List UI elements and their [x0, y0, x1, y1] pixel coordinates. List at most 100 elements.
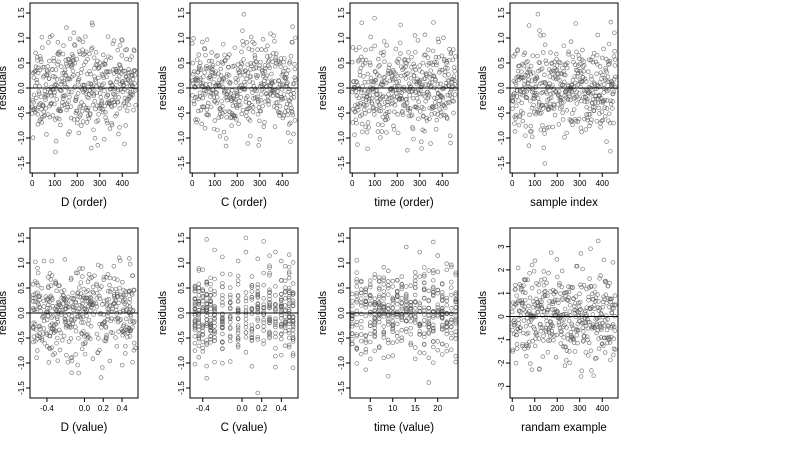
data-point — [73, 110, 79, 116]
data-point — [426, 320, 432, 326]
data-point — [36, 324, 42, 330]
data-point — [404, 329, 409, 334]
y-tick-label: 1.5 — [177, 7, 186, 19]
data-point — [519, 100, 524, 106]
data-point — [80, 301, 85, 307]
data-point — [602, 350, 608, 355]
data-point — [220, 292, 225, 298]
data-point — [72, 43, 78, 48]
data-point — [290, 300, 296, 306]
data-point — [426, 268, 432, 273]
data-point — [92, 98, 98, 104]
data-point — [117, 285, 122, 291]
data-point — [49, 345, 54, 350]
data-point — [65, 304, 71, 310]
data-point — [280, 71, 286, 77]
data-point — [60, 337, 65, 343]
data-point — [220, 296, 225, 301]
data-point — [546, 304, 552, 309]
data-point — [581, 283, 587, 288]
data-point — [608, 325, 614, 330]
data-point — [49, 258, 54, 264]
data-point — [35, 300, 41, 305]
data-point — [395, 309, 400, 315]
data-point — [520, 118, 526, 124]
data-point — [86, 271, 92, 277]
data-point — [373, 106, 379, 112]
data-point — [599, 55, 605, 61]
data-point — [537, 366, 542, 371]
data-point — [53, 67, 59, 72]
data-point — [209, 67, 215, 72]
data-point — [449, 306, 454, 311]
data-point — [610, 260, 616, 265]
data-point — [119, 38, 125, 43]
data-point — [60, 307, 65, 313]
data-point — [35, 336, 40, 342]
data-point — [64, 352, 69, 358]
data-point — [117, 310, 123, 315]
data-point — [408, 75, 414, 81]
data-point — [291, 131, 296, 137]
data-point — [602, 105, 607, 110]
data-point — [560, 110, 565, 115]
data-point — [517, 328, 522, 334]
x-tick-label: 0.4 — [276, 404, 288, 413]
data-point — [86, 321, 91, 327]
data-point — [390, 326, 396, 332]
data-point — [522, 84, 528, 90]
data-point — [445, 77, 451, 83]
data-point — [565, 60, 570, 66]
data-point — [216, 115, 222, 120]
data-point — [527, 270, 532, 276]
data-point — [538, 278, 544, 283]
data-point — [247, 118, 253, 123]
data-point — [76, 36, 81, 42]
data-point — [372, 302, 378, 307]
data-point — [228, 285, 233, 290]
data-point — [386, 92, 391, 97]
data-point — [118, 258, 123, 263]
x-tick-label: 100 — [528, 179, 542, 188]
data-point — [132, 81, 137, 86]
data-point — [249, 283, 255, 288]
x-tick-label: 0 — [350, 179, 355, 188]
data-point — [100, 109, 106, 115]
data-point — [288, 53, 294, 59]
data-point — [368, 46, 374, 52]
data-point — [523, 324, 529, 329]
data-point — [123, 292, 129, 298]
data-point — [368, 62, 373, 68]
data-point — [200, 345, 206, 351]
data-point — [37, 67, 43, 73]
data-point — [98, 86, 103, 91]
data-point — [114, 69, 119, 74]
data-point — [444, 311, 450, 317]
data-point — [115, 99, 121, 105]
data-point — [366, 79, 371, 85]
data-point — [357, 45, 362, 50]
data-point — [510, 347, 516, 353]
data-point — [45, 313, 51, 318]
data-point — [49, 315, 54, 320]
data-point — [66, 339, 72, 344]
data-point — [377, 311, 382, 317]
data-point — [34, 355, 39, 361]
data-point — [532, 326, 537, 332]
data-point — [281, 113, 287, 119]
data-point — [422, 32, 428, 38]
data-point — [536, 282, 541, 288]
data-point — [573, 294, 579, 299]
data-point — [384, 110, 390, 115]
data-point — [594, 118, 600, 124]
data-point — [610, 91, 616, 97]
data-point — [250, 109, 256, 115]
data-point — [576, 96, 581, 101]
data-point — [411, 61, 416, 67]
data-point — [359, 311, 364, 317]
data-point — [223, 143, 229, 149]
data-point — [449, 330, 454, 336]
data-point — [242, 73, 247, 78]
data-point — [429, 73, 434, 78]
data-point — [88, 145, 94, 151]
